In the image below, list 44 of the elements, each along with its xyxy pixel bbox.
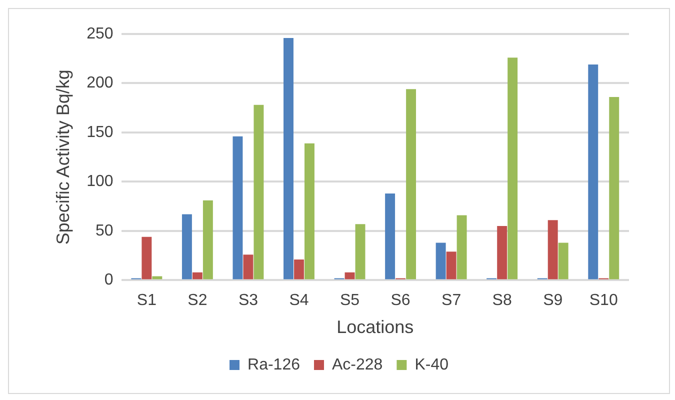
x-tick-label: S8 bbox=[492, 292, 512, 310]
bar bbox=[304, 143, 314, 280]
x-tick-label: S10 bbox=[589, 292, 618, 310]
y-tick-label: 250 bbox=[86, 25, 114, 42]
bar bbox=[294, 260, 304, 280]
bar bbox=[182, 214, 192, 280]
bar bbox=[497, 226, 508, 280]
bar bbox=[588, 64, 598, 280]
x-tick-label: S7 bbox=[442, 292, 462, 310]
legend-label: Ac-228 bbox=[332, 356, 383, 374]
x-tick-label: S4 bbox=[289, 292, 309, 310]
x-tick-label: S2 bbox=[188, 292, 208, 310]
x-tick-label: S1 bbox=[136, 292, 157, 310]
bar bbox=[508, 58, 518, 280]
x-tick-label: S9 bbox=[543, 292, 563, 310]
x-tick-label: S6 bbox=[390, 292, 410, 310]
x-axis-title: Locations bbox=[336, 317, 414, 338]
x-tick-label: S3 bbox=[238, 292, 258, 310]
bar bbox=[446, 252, 456, 280]
bar bbox=[142, 236, 152, 280]
x-tick-label: S5 bbox=[340, 292, 360, 310]
y-tick-label: 0 bbox=[104, 272, 114, 289]
y-axis-title: Specific Activity Bq/kg bbox=[52, 70, 73, 245]
bar bbox=[406, 89, 416, 280]
bar bbox=[385, 194, 396, 280]
bar bbox=[192, 272, 202, 280]
y-tick-label: 200 bbox=[86, 74, 114, 92]
bar bbox=[202, 200, 213, 280]
bar bbox=[548, 220, 558, 280]
bar bbox=[456, 215, 467, 280]
bar bbox=[609, 97, 620, 280]
bar bbox=[254, 104, 264, 280]
bar bbox=[243, 254, 254, 280]
legend-label: Ra-126 bbox=[248, 356, 300, 374]
bar bbox=[344, 272, 355, 280]
bar bbox=[355, 224, 366, 280]
y-tick-label: 100 bbox=[86, 173, 114, 190]
bar bbox=[558, 242, 568, 280]
legend-label: K-40 bbox=[414, 356, 449, 374]
bar bbox=[436, 242, 446, 280]
y-tick-label: 150 bbox=[86, 124, 114, 141]
y-tick-label: 50 bbox=[96, 222, 114, 240]
bar bbox=[232, 136, 243, 280]
bar bbox=[284, 38, 294, 280]
